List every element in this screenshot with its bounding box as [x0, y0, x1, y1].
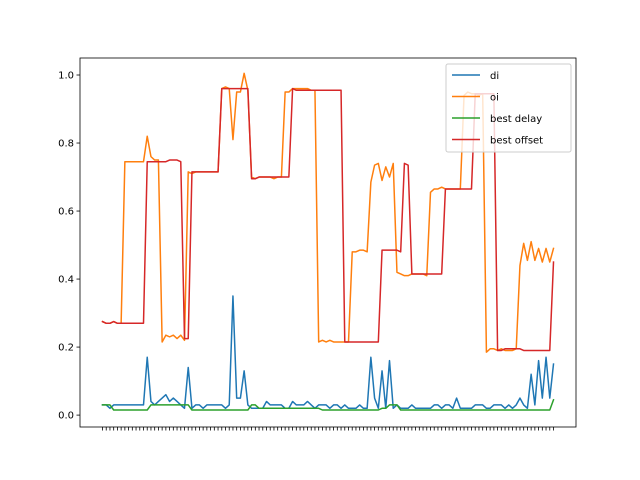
- series-line-best-delay: [101, 398, 555, 411]
- plot-frame: [79, 57, 577, 428]
- y-tick-label: 0.4: [58, 275, 74, 286]
- legend-label: best delay: [490, 114, 542, 125]
- y-tick-label: 1.0: [58, 71, 74, 82]
- y-tick-label: 0.6: [58, 207, 74, 218]
- legend-label: best offset: [490, 136, 543, 147]
- y-tick-label: 0.2: [58, 343, 74, 354]
- x-axis-ticks: [102, 427, 554, 431]
- legend-label: oi: [490, 93, 499, 104]
- legend-box: [445, 63, 572, 153]
- legend: di oi best delay best offset: [445, 63, 572, 153]
- legend-label: di: [490, 71, 499, 82]
- y-tick-label: 0.8: [58, 139, 74, 150]
- y-tick-label: 0.0: [58, 411, 74, 422]
- y-axis: 0.0 0.2 0.4 0.6 0.8 1.0: [58, 71, 80, 422]
- series-line-di: [101, 295, 555, 410]
